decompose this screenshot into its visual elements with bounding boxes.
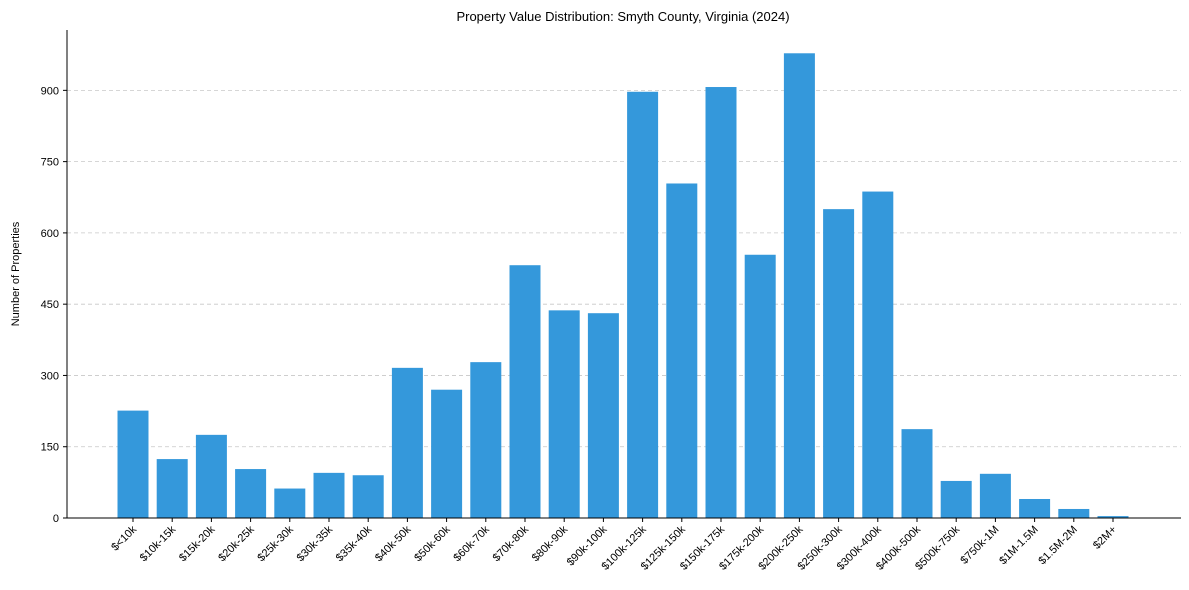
- bar: [313, 472, 345, 518]
- x-tick-label: $70k-80k: [491, 523, 532, 564]
- bar: [705, 87, 737, 518]
- x-tick-label: $35k-40k: [334, 523, 375, 564]
- x-tick-label: $80k-90k: [530, 523, 571, 564]
- y-axis-ticks: 0 150 300 450 600 750 900: [41, 85, 67, 525]
- x-tick-label: $25k-30k: [255, 523, 296, 564]
- x-tick-label: $30k-35k: [295, 523, 336, 564]
- bar: [1097, 516, 1129, 518]
- y-tick-label: 150: [41, 442, 59, 454]
- bar: [431, 389, 463, 518]
- y-tick-label: 900: [41, 85, 59, 97]
- x-tick-label: $50k-60k: [412, 523, 453, 564]
- y-tick-label: 0: [53, 513, 59, 525]
- x-tick-label: $1.5M-2M: [1036, 524, 1080, 568]
- bar: [823, 209, 855, 519]
- bar: [901, 429, 933, 518]
- x-tick-label: $15k-20k: [177, 523, 218, 564]
- x-tick-label: $2M+: [1091, 524, 1119, 552]
- bar: [195, 434, 227, 518]
- bar: [117, 410, 149, 518]
- x-tick-label: $1M-1.5M: [997, 524, 1041, 568]
- y-tick-label: 600: [41, 228, 59, 240]
- x-tick-label: $20k-25k: [216, 523, 257, 564]
- x-tick-label: $40k-50k: [373, 523, 414, 564]
- x-tick-label: $60k-70k: [451, 523, 492, 564]
- bar: [1019, 498, 1051, 518]
- y-axis-label: Number of Properties: [10, 221, 22, 326]
- bar: [352, 475, 384, 518]
- bar: [391, 367, 423, 518]
- gridlines: [67, 89, 1181, 448]
- bar: [274, 488, 306, 518]
- bar: [548, 310, 580, 518]
- bar: [744, 254, 776, 518]
- x-tick-label: $10k-15k: [138, 523, 179, 564]
- bars: [117, 53, 1129, 519]
- bar: [235, 469, 267, 518]
- y-tick-label: 300: [41, 370, 59, 382]
- bar: [627, 91, 659, 518]
- bar: [783, 53, 815, 518]
- x-axis-ticks: $<10k$10k-15k$15k-20k$20k-25k$25k-30k$30…: [109, 518, 1119, 573]
- x-tick-label: $750k-1M: [958, 524, 1001, 567]
- x-tick-label: $<10k: [109, 523, 139, 553]
- bar: [862, 191, 894, 519]
- bar: [1058, 508, 1090, 518]
- bar: [156, 459, 188, 518]
- y-tick-label: 450: [41, 299, 59, 311]
- chart-title: Property Value Distribution: Smyth Count…: [456, 9, 789, 24]
- y-tick-label: 750: [41, 157, 59, 169]
- bar: [666, 183, 698, 518]
- bar: [940, 480, 972, 518]
- bar: [587, 313, 619, 518]
- bar: [470, 362, 502, 518]
- bar: [509, 265, 541, 518]
- bar: [979, 473, 1011, 518]
